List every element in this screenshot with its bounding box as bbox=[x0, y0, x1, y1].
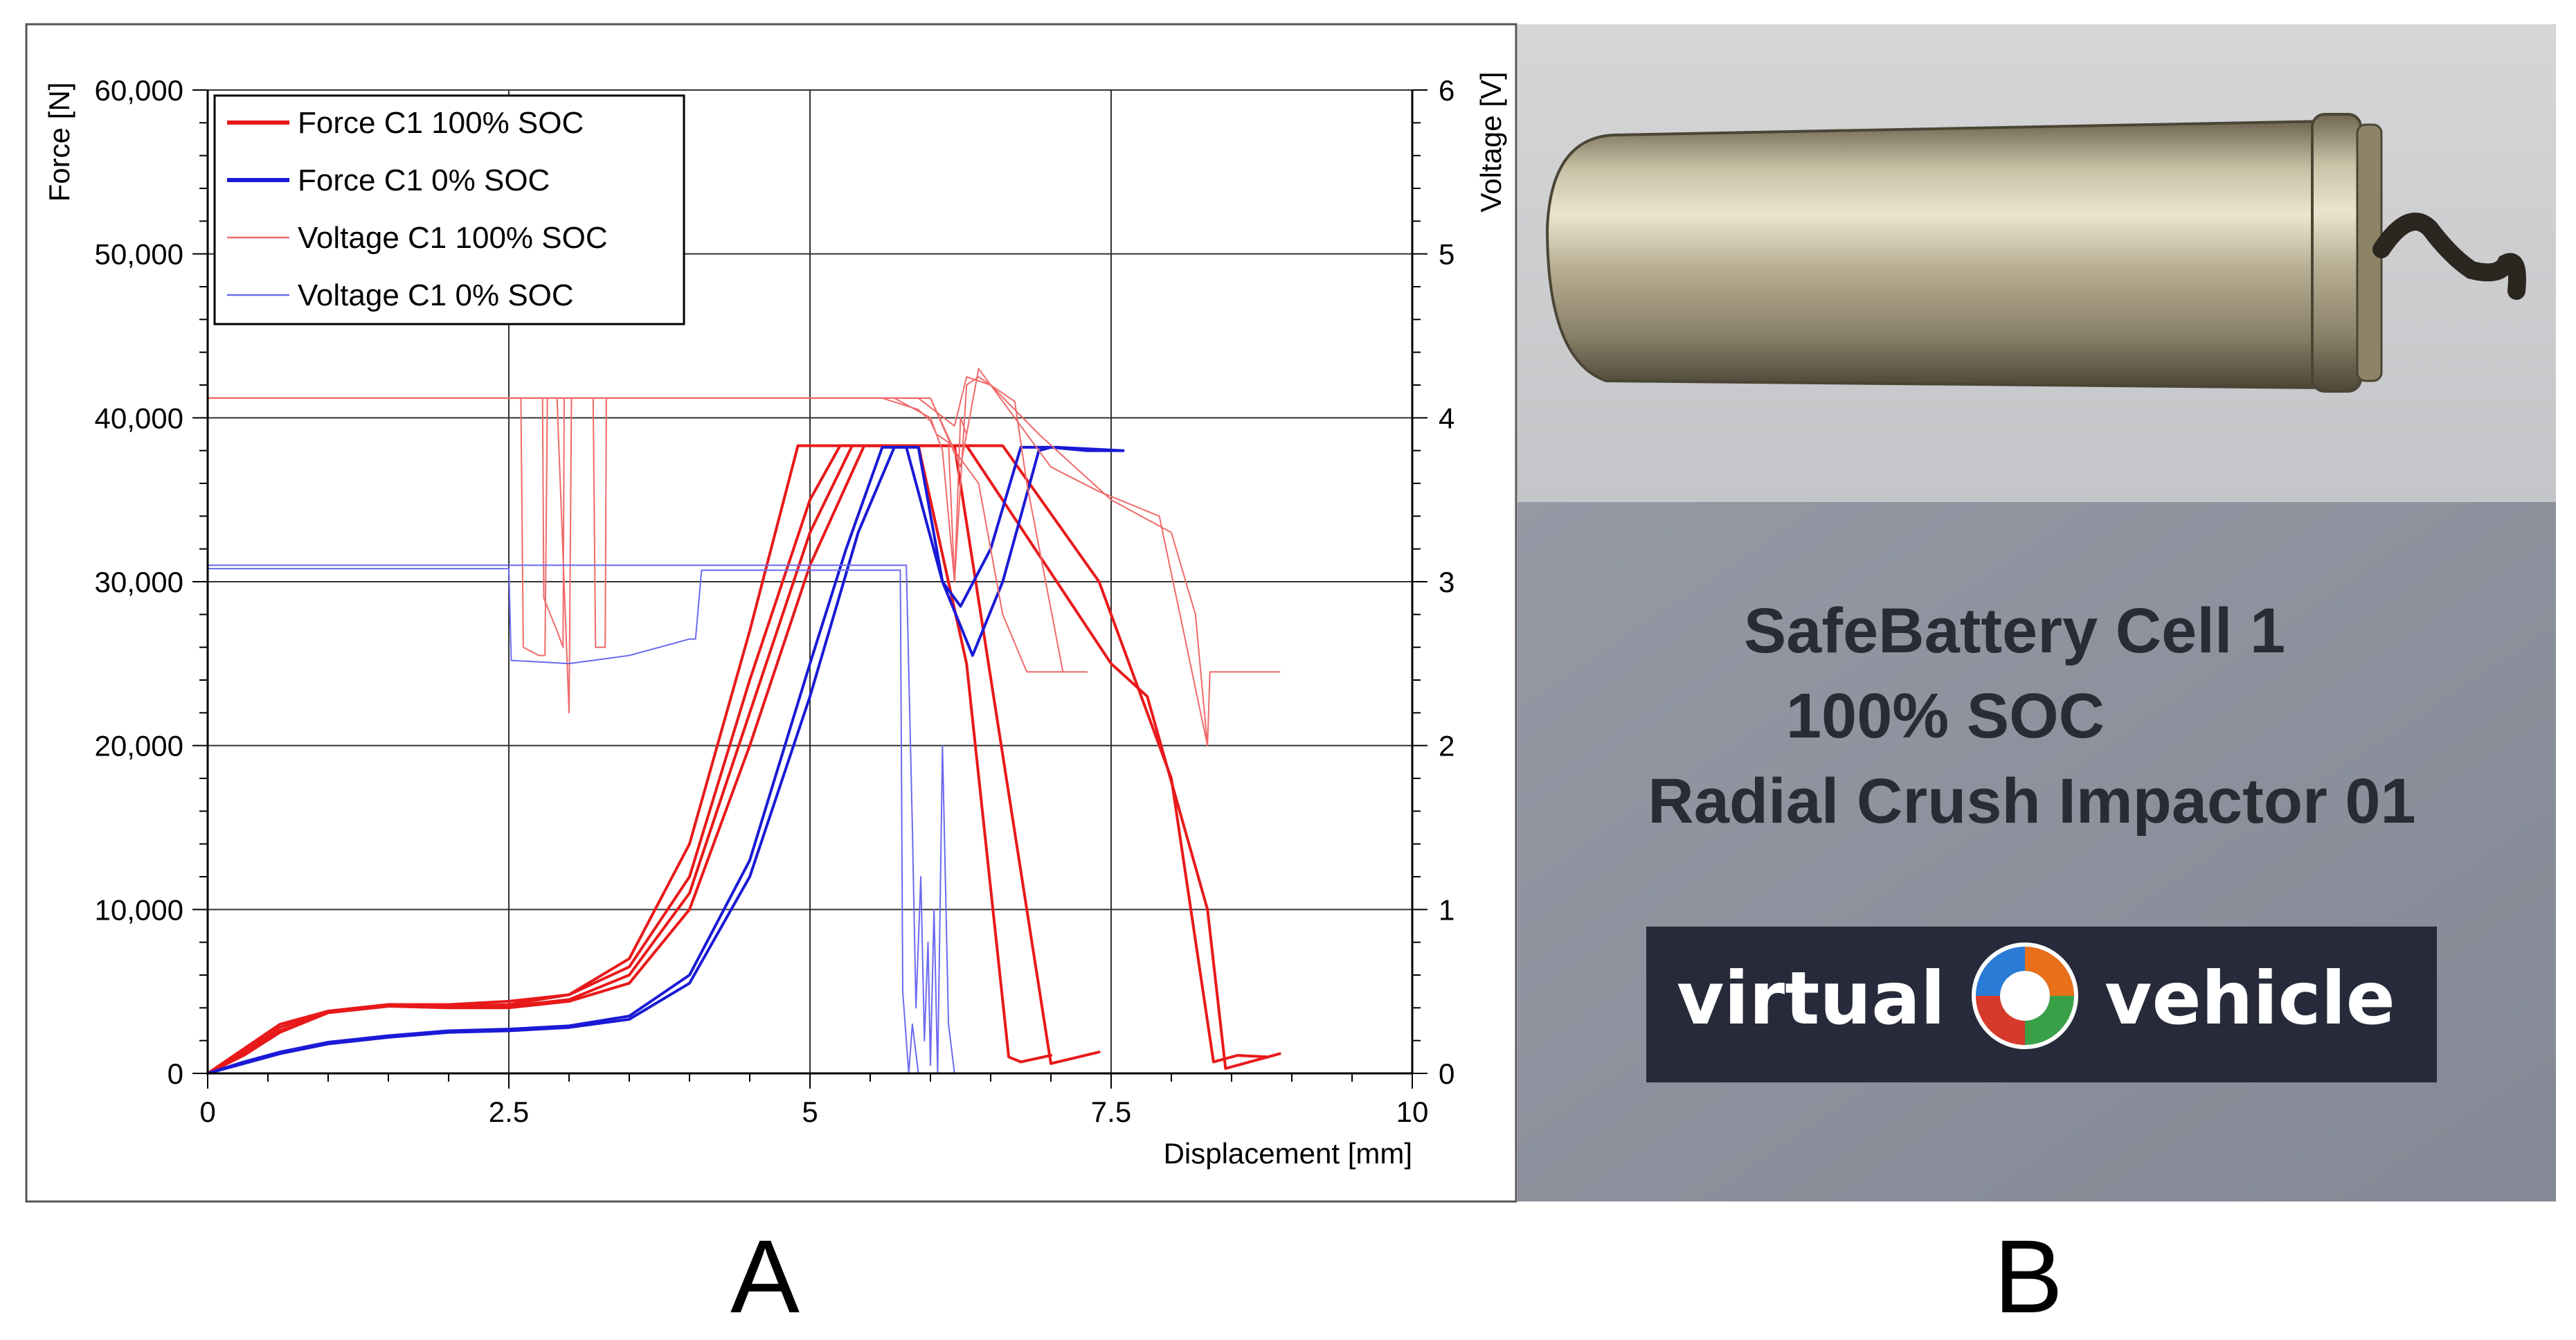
photo-label-line3: Radial Crush Impactor 01 bbox=[1648, 766, 2415, 837]
battery-tab-wire bbox=[2372, 213, 2526, 300]
chart-axes: 0 2.5 5 7.5 10010,00020,00030,00040,00050,00… bbox=[95, 74, 1455, 1128]
photo-label-line1: SafeBattery Cell 1 bbox=[1744, 596, 2285, 666]
y2-tick-label: 2 bbox=[1439, 730, 1454, 762]
legend-label-force-100: Force C1 100% SOC bbox=[298, 106, 584, 140]
y2-tick-label: 5 bbox=[1439, 238, 1454, 271]
x-tick-label: 0 bbox=[199, 1096, 215, 1128]
x-axis-label: Displacement [mm] bbox=[1164, 1137, 1412, 1170]
battery-photo: SafeBattery Cell 1 100% SOC Radial Crush… bbox=[1517, 24, 2556, 1201]
series-line-4 bbox=[206, 445, 1125, 1075]
y-tick-label: 40,000 bbox=[95, 402, 183, 434]
y-axis-label: Force [N] bbox=[43, 82, 75, 202]
chart-legend: Force C1 100% SOC Force C1 0% SOC Voltag… bbox=[213, 94, 685, 325]
series-line-12 bbox=[207, 564, 955, 1074]
y-tick-label: 30,000 bbox=[95, 566, 183, 598]
x-tick-label: 2.5 bbox=[489, 1096, 529, 1128]
battery-cell-cap bbox=[2311, 113, 2362, 393]
logo-word-left: virtual bbox=[1677, 956, 1945, 1041]
legend-label-voltage-100: Voltage C1 100% SOC bbox=[298, 221, 608, 255]
x-tick-label: 5 bbox=[802, 1096, 818, 1128]
legend-box bbox=[213, 94, 685, 325]
y-tick-label: 20,000 bbox=[95, 730, 183, 762]
x-tick-label: 10 bbox=[1396, 1096, 1429, 1128]
y2-tick-label: 3 bbox=[1439, 566, 1454, 598]
x-tick-label: 7.5 bbox=[1091, 1096, 1131, 1128]
series-line-3 bbox=[206, 444, 1270, 1075]
series-line-10 bbox=[207, 397, 1088, 673]
battery-cell-body bbox=[1545, 119, 2327, 390]
y2-tick-label: 6 bbox=[1439, 74, 1454, 107]
series-line-1 bbox=[206, 444, 1101, 1075]
series-line-8 bbox=[207, 376, 1281, 747]
y2-tick-label: 1 bbox=[1439, 893, 1454, 926]
panel-label-b: B bbox=[1994, 1218, 2063, 1334]
y-tick-label: 50,000 bbox=[95, 238, 183, 271]
y2-tick-label: 0 bbox=[1439, 1057, 1454, 1090]
y-tick-label: 0 bbox=[168, 1057, 183, 1090]
y2-tick-label: 4 bbox=[1439, 402, 1454, 434]
series-line-7 bbox=[207, 376, 1064, 673]
legend-label-voltage-0: Voltage C1 0% SOC bbox=[298, 278, 574, 312]
y2-axis-label: Voltage [V] bbox=[1475, 71, 1507, 212]
logo-icon bbox=[1972, 943, 2078, 1049]
legend-label-force-0: Force C1 0% SOC bbox=[298, 163, 550, 197]
y-tick-label: 60,000 bbox=[95, 74, 183, 107]
series-line-5 bbox=[206, 445, 1125, 1075]
series-line-6 bbox=[207, 397, 968, 714]
photo-label-line2: 100% SOC bbox=[1786, 681, 2105, 751]
series-line-11 bbox=[207, 568, 919, 1074]
photo-bottom-background bbox=[1517, 502, 2556, 1201]
chart-series bbox=[206, 368, 1281, 1075]
panel-label-a: A bbox=[730, 1218, 800, 1334]
logo-word-right: vehicle bbox=[2105, 956, 2395, 1041]
y-tick-label: 10,000 bbox=[95, 893, 183, 926]
